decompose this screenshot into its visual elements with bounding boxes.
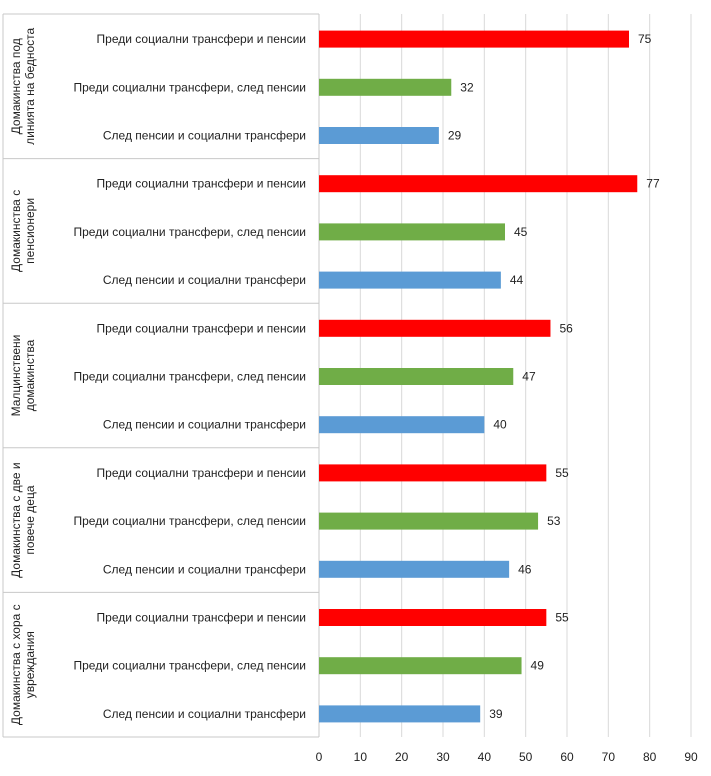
bar [319,512,539,530]
bar [319,78,452,96]
data-label: 44 [510,273,524,287]
group-label-line: Домакинства с хора с [9,604,23,725]
category-label: Преди социални трансфери, след пенсии [74,80,307,94]
data-label: 53 [547,514,561,528]
x-tick-label: 10 [354,750,368,764]
bar [319,416,485,434]
x-tick-label: 0 [316,750,323,764]
category-label: Преди социални трансфери и пенсии [97,466,306,480]
bar [319,368,514,385]
data-label: 56 [559,321,573,335]
data-label: 46 [518,562,532,576]
x-tick-label: 20 [395,750,409,764]
bar [319,223,505,241]
data-label: 40 [493,418,507,432]
group-label-line: пенсионери [23,198,37,264]
x-tick-label: 90 [684,750,698,764]
group-label: Малцинственидомакинства [9,335,37,417]
category-label: След пенсии и социални трансфери [103,707,306,721]
category-label: След пенсии и социални трансфери [103,418,306,432]
group-label-line: Домакинства с две и [9,462,23,577]
bar [319,705,481,723]
category-label: Преди социални трансфери и пенсии [97,177,306,191]
group-label: Домакинства подлинията на бедноста [9,27,37,144]
bar [319,30,629,48]
data-label: 45 [514,225,528,239]
group-label: Домакинства с хора сувреждания [9,604,37,725]
group-label-line: Малцинствени [9,335,23,417]
group-label-line: Домакинства под [9,38,23,134]
x-tick-label: 50 [519,750,533,764]
data-label: 77 [646,177,660,191]
data-label: 55 [555,611,569,625]
category-label: Преди социални трансфери и пенсии [97,611,306,625]
bar [319,609,547,626]
x-tick-label: 70 [602,750,616,764]
group-label-line: домакинства [23,339,37,411]
x-tick-label: 40 [478,750,492,764]
group-label-line: повече деца [23,485,37,554]
bar [319,127,439,144]
category-label: Преди социални трансфери и пенсии [97,32,306,46]
category-label: Преди социални трансфери, след пенсии [74,370,307,384]
category-label: Преди социални трансфери, след пенсии [74,659,307,673]
category-label: След пенсии и социални трансфери [103,273,306,287]
x-tick-label: 30 [436,750,450,764]
category-label: След пенсии и социални трансфери [103,129,306,143]
bar [319,175,638,193]
group-label-line: Домакинства с [9,190,23,272]
data-label: 55 [555,466,569,480]
bar [319,657,522,675]
bar [319,319,551,337]
data-label: 75 [638,32,652,46]
bar [319,560,510,578]
category-label: Преди социални трансфери, след пенсии [74,514,307,528]
bar [319,464,547,482]
group-label: Домакинства спенсионери [9,190,37,272]
data-label: 29 [448,129,462,143]
x-tick-label: 80 [643,750,657,764]
group-label: Домакинства с две иповече деца [9,462,37,577]
x-tick-label: 60 [560,750,574,764]
data-label: 39 [489,707,503,721]
category-label: След пенсии и социални трансфери [103,562,306,576]
data-label: 47 [522,370,536,384]
category-label: Преди социални трансфери и пенсии [97,321,306,335]
data-label: 49 [531,659,545,673]
group-label-line: увреждания [23,631,37,698]
group-label-line: линията на бедноста [23,27,37,144]
bars [319,30,638,723]
data-label: 32 [460,80,474,94]
bar [319,271,501,289]
category-label: Преди социални трансфери, след пенсии [74,225,307,239]
labels: 0 10 20 30 40 50 60 70 80 90 Домакинства подлиният… [9,27,698,764]
